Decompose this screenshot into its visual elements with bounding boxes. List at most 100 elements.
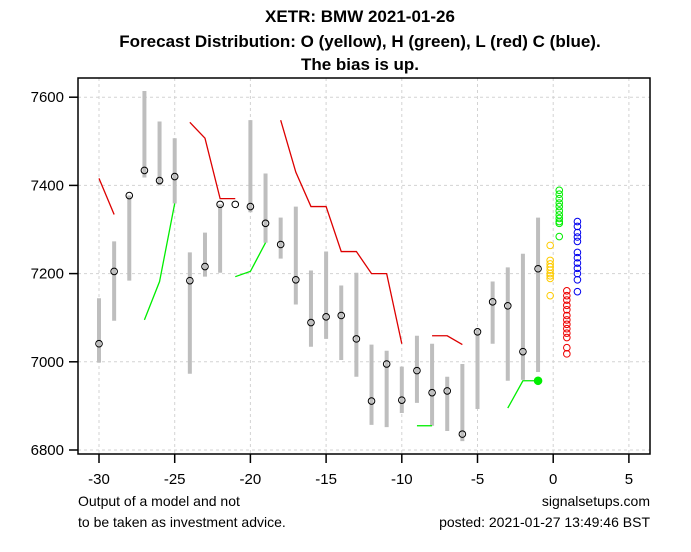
close-point: [488, 298, 497, 306]
close-point: [307, 318, 315, 327]
high-forecast-segment-2: [235, 242, 267, 278]
y-axis: 6800 7000 7200 7400 7600: [31, 89, 78, 459]
close-point: [534, 264, 542, 273]
close-distribution-point: [573, 264, 582, 273]
low-distribution-point: [563, 311, 571, 320]
high-distribution-point: [555, 194, 564, 203]
close-point: [337, 311, 346, 320]
chart-subtitle-line-1: Forecast Distribution: O (yellow), H (gr…: [119, 32, 600, 51]
close-distribution-point: [573, 222, 582, 231]
y-tick-label: 7600: [31, 89, 64, 106]
close-point: [216, 200, 224, 209]
low-distribution-point: [563, 296, 571, 304]
close-point: [125, 191, 134, 200]
y-tick-label: 6800: [31, 442, 64, 459]
close-point: [473, 328, 482, 336]
y-tick-label: 7000: [31, 354, 64, 371]
close-point: [186, 276, 194, 285]
low-distribution-point: [563, 324, 571, 333]
x-tick-label: 5: [625, 471, 633, 488]
forecast-lines: [98, 119, 543, 427]
close-point: [458, 430, 467, 438]
site-credit: signalsetups.com: [542, 493, 650, 509]
open-distribution-point: [546, 272, 554, 280]
close-distribution-point: [573, 237, 582, 246]
close-point: [110, 267, 118, 276]
open-distribution-point: [546, 269, 554, 278]
y-tick-label: 7400: [31, 177, 64, 194]
close-point: [261, 219, 270, 228]
low-forecast-segment-2: [189, 121, 236, 200]
close-distribution-point: [573, 287, 582, 296]
low-forecast-segment-3: [280, 119, 403, 344]
posted-timestamp: posted: 2021-01-27 13:49:46 BST: [439, 514, 650, 530]
chart-subtitle-line-2: The bias is up.: [301, 55, 419, 74]
low-forecast-segment-1: [98, 178, 115, 215]
close-point: [170, 172, 179, 181]
close-point: [413, 366, 421, 375]
low-distribution-point: [563, 291, 571, 300]
high-distribution-point: [555, 232, 564, 241]
y-tick-label: 7200: [31, 266, 64, 283]
low-distribution-point: [563, 286, 571, 295]
close-point: [352, 335, 361, 343]
x-tick-label: -10: [391, 471, 413, 488]
close-distribution-point: [573, 275, 582, 284]
close-markers: [95, 166, 542, 438]
chart-title: XETR: BMW 2021-01-26: [265, 7, 455, 26]
low-distribution-point: [563, 343, 571, 352]
close-point: [503, 301, 512, 310]
high-distribution-point: [555, 207, 564, 215]
close-point: [155, 176, 164, 185]
close-point: [382, 360, 391, 368]
high-forecast-segment-4: [507, 380, 539, 409]
high-forecast-point: [533, 376, 543, 386]
close-point: [367, 397, 376, 405]
x-tick-label: 0: [549, 471, 557, 488]
x-tick-label: -15: [315, 471, 337, 488]
x-tick-label: -20: [240, 471, 262, 488]
grid: [78, 78, 650, 454]
close-distribution-point: [573, 217, 582, 226]
close-point: [246, 202, 255, 211]
open-distribution-point: [546, 266, 554, 274]
plot-frame: [77, 77, 651, 455]
x-axis: -30 -25 -20 -15 -10 -5 0 5: [88, 454, 633, 488]
low-distribution-point: [563, 305, 571, 314]
x-tick-label: -30: [88, 471, 110, 488]
close-point: [201, 262, 209, 271]
low-distribution-point: [563, 301, 571, 310]
close-point: [231, 200, 240, 209]
close-point: [140, 166, 149, 175]
low-distribution-point: [563, 316, 571, 324]
close-point: [322, 313, 330, 321]
low-forecast-segment-4: [432, 335, 463, 346]
low-distribution-point: [563, 333, 571, 342]
low-distribution-point: [563, 320, 571, 329]
x-tick-label: -25: [164, 471, 186, 488]
close-point: [292, 275, 300, 284]
close-distribution-point: [573, 248, 582, 257]
disclaimer-line-2: to be taken as investment advice.: [78, 514, 286, 530]
disclaimer-line-1: Output of a model and not: [78, 493, 240, 509]
high-distribution-point: [555, 214, 564, 223]
high-distribution-point: [555, 190, 564, 199]
close-distribution-point: [573, 233, 582, 241]
close-point: [95, 339, 103, 348]
low-distribution-point: [563, 329, 571, 337]
open-distribution-point: [546, 241, 554, 250]
high-distribution-point: [555, 202, 564, 211]
open-distribution-point: [546, 291, 554, 300]
close-point: [443, 387, 452, 395]
close-distribution-point: [573, 259, 582, 267]
close-distribution-point: [573, 228, 582, 237]
close-point: [398, 396, 406, 404]
high-distribution-point: [555, 199, 564, 207]
high-distribution-point: [555, 186, 564, 195]
forecast-distributions: [546, 186, 582, 358]
close-distribution-point: [573, 253, 582, 262]
high-distribution-point: [555, 219, 564, 228]
close-point: [519, 347, 527, 356]
x-tick-label: -5: [471, 471, 484, 488]
